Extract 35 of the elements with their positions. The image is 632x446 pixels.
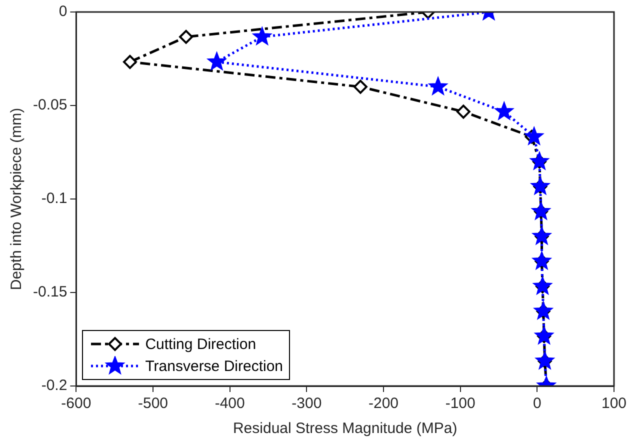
point [122,54,137,69]
point [533,276,552,294]
point [534,301,553,320]
point [179,30,194,44]
y-tick-label: -0.2 [41,377,68,394]
y-tick-label: -0.15 [32,284,68,301]
point [530,152,549,170]
point [524,126,544,145]
x-tick-label: -200 [368,395,399,412]
x-tick-label: 100 [601,395,627,412]
x-tick-label: -300 [292,395,322,412]
point [530,176,550,195]
point [532,226,552,245]
y-tick-label: -0.1 [41,190,68,208]
point [456,104,470,119]
point [532,251,552,270]
legend-label: Transverse Direction [145,358,284,374]
x-tick-label: 0 [533,395,542,412]
y-tick-label: 0 [58,3,68,20]
point [428,76,448,95]
point [535,351,554,370]
point [534,326,554,344]
x-axis-title: Residual Stress Magnitude (MPa) [232,420,458,438]
x-tick-label: -100 [445,395,476,412]
legend-label: Cutting Direction [145,336,256,352]
y-axis-title: Depth into Workpiece (mm) [8,108,26,290]
point [494,102,514,120]
x-tick-label: -500 [138,395,168,412]
x-tick-label: -400 [214,395,245,412]
x-tick-label: -600 [61,395,92,412]
point [207,52,226,70]
point [532,202,550,220]
point [353,80,368,94]
point [252,26,272,46]
y-tick-label: -0.05 [32,96,68,114]
